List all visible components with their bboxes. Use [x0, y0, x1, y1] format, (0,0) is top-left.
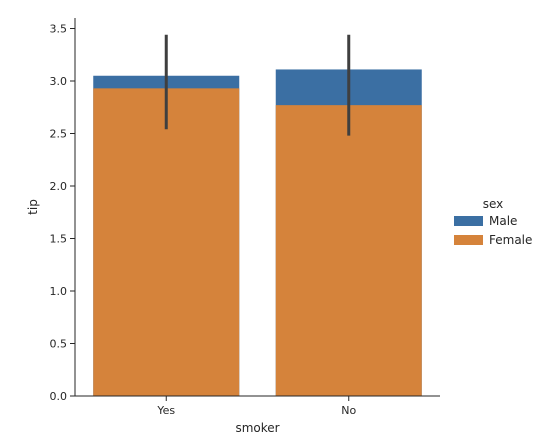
bars-layer: [93, 69, 422, 397]
y-tick-label: 3.0: [50, 75, 68, 88]
y-tick-label: 3.5: [50, 23, 68, 36]
legend-swatch-female: [454, 235, 483, 245]
y-axis-ticks: 0.0 0.5 1.0 1.5 2.0 2.5 3.0 3.5: [50, 23, 75, 403]
legend-label-female: Female: [489, 233, 532, 247]
legend-label-male: Male: [489, 214, 517, 228]
legend-swatch-male: [454, 216, 483, 226]
bar-female-no: [275, 105, 422, 397]
y-tick-label: 1.0: [50, 285, 68, 298]
bar-female-yes: [93, 88, 240, 396]
x-axis-ticks: Yes No: [156, 396, 356, 417]
legend-title: sex: [483, 197, 504, 211]
y-tick-label: 1.5: [50, 233, 68, 246]
y-tick-label: 0.0: [50, 390, 68, 403]
y-axis-label: tip: [26, 199, 40, 215]
x-axis-label: smoker: [235, 421, 279, 435]
legend: sex Male Female: [454, 197, 532, 247]
error-bars-layer: [164, 34, 351, 136]
y-tick-label: 0.5: [50, 338, 68, 351]
y-tick-label: 2.5: [50, 128, 68, 141]
y-tick-label: 2.0: [50, 180, 68, 193]
x-tick-label: Yes: [156, 404, 175, 417]
x-tick-label: No: [341, 404, 356, 417]
